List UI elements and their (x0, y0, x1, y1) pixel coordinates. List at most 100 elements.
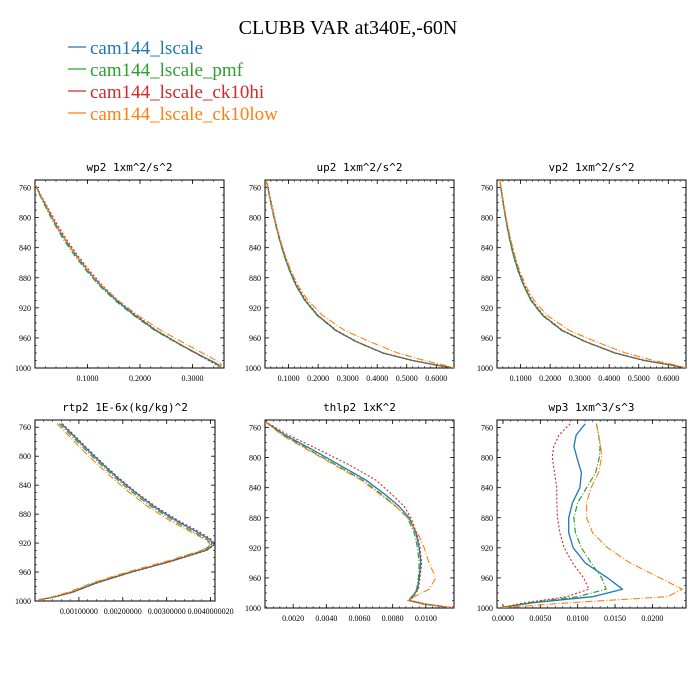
figure-title: CLUBB VAR at340E,-60N (239, 17, 458, 39)
legend-label: cam144_lscale_ck10hi (90, 82, 264, 103)
series-line (39, 423, 213, 601)
plot-frame (34, 419, 216, 602)
x-tick-label: 0.0020 (282, 614, 304, 623)
y-tick-label: 840 (19, 481, 31, 490)
plot-frame (34, 179, 225, 369)
series-group (265, 420, 454, 608)
y-tick-label: 920 (481, 544, 493, 553)
y-tick-label: 960 (19, 568, 31, 577)
x-tick-label: 0.2000 (307, 374, 329, 383)
x-tick-label: 0.0050 (529, 614, 551, 623)
panel-title: wp2 1xm^2/s^2 (86, 161, 172, 174)
series-group (265, 181, 454, 368)
y-tick-label: 840 (19, 244, 31, 253)
series-line (499, 181, 686, 368)
series-line (265, 421, 454, 608)
y-tick-label: 920 (249, 544, 261, 553)
series-line (499, 423, 590, 608)
y-tick-label: 880 (481, 274, 493, 283)
y-tick-label: 880 (19, 274, 31, 283)
x-tick-label: 0.0060 (349, 614, 371, 623)
panels: wp2 1xm^2/s^2 760 800 840 880 920 960 1000 0.100… (15, 161, 687, 623)
x-tick-label: 0.0040 (315, 614, 337, 623)
plot-frame (264, 179, 455, 369)
y-tick-label: 760 (19, 184, 31, 193)
y-tick-label: 760 (481, 424, 493, 433)
y-tick-label: 1000 (245, 604, 261, 613)
y-tick-label: 960 (19, 334, 31, 343)
y-tick-label: 800 (19, 452, 31, 461)
y-tick-label: 920 (481, 304, 493, 313)
series-line (499, 181, 686, 368)
y-tick-label: 800 (481, 454, 493, 463)
series-line (499, 423, 624, 608)
x-tick-label: 0.1000 (278, 374, 300, 383)
series-line (39, 423, 215, 601)
y-tick-label: 960 (249, 574, 261, 583)
series-line (38, 423, 212, 601)
series-group (499, 181, 686, 368)
x-tick-label: 0.00300000 (148, 607, 186, 616)
y-tick-label: 960 (249, 334, 261, 343)
y-tick-label: 840 (481, 244, 493, 253)
series-line (39, 423, 215, 601)
y-tick-label: 800 (19, 214, 31, 223)
legend: cam144_lscale cam144_lscale_pmf cam144_l… (68, 38, 278, 125)
x-tick-label: 0.0100 (415, 614, 437, 623)
plot-frame (264, 419, 455, 609)
x-tick-label: 0.00100000 (60, 607, 98, 616)
panel: thlp2 1xK^2 760 800 840 880 920 960 1000 0.0020 0… (245, 401, 455, 623)
x-tick-label: 0.6000 (657, 374, 679, 383)
series-line (265, 181, 454, 368)
y-tick-label: 800 (481, 214, 493, 223)
y-tick-label: 760 (249, 184, 261, 193)
panel: rtp2 1E-6x(kg/kg)^2 760 800 840 880 920 960 100… (15, 401, 234, 616)
y-tick-label: 840 (249, 484, 261, 493)
x-tick-label: 0.3000 (337, 374, 359, 383)
y-tick-label: 880 (481, 514, 493, 523)
y-tick-label: 800 (249, 454, 261, 463)
series-line (35, 183, 221, 368)
x-tick-label: 0.2000 (129, 374, 151, 383)
series-line (265, 420, 454, 608)
series-line (35, 183, 222, 368)
x-tick-label: 0.0200 (641, 614, 663, 623)
series-line (265, 181, 454, 368)
x-tick-label: 0.1000 (510, 374, 532, 383)
x-tick-label: 0.0080 (382, 614, 404, 623)
y-tick-label: 920 (249, 304, 261, 313)
panel-title: rtp2 1E-6x(kg/kg)^2 (62, 401, 188, 414)
y-tick-label: 920 (19, 304, 31, 313)
series-line (265, 421, 454, 608)
series-line (35, 183, 222, 368)
panel-title: thlp2 1xK^2 (323, 401, 396, 414)
x-tick-label: 0.5000 (628, 374, 650, 383)
series-line (265, 421, 454, 608)
panel: wp3 1xm^3/s^3 760 800 840 880 920 960 10000.000… (477, 401, 687, 623)
series-group (38, 423, 215, 601)
x-tick-label: 0.2000 (539, 374, 561, 383)
panel-title: vp2 1xm^2/s^2 (548, 161, 634, 174)
y-tick-label: 760 (19, 423, 31, 432)
y-tick-label: 880 (249, 514, 261, 523)
plot-frame (496, 419, 687, 609)
series-line (265, 181, 454, 368)
y-tick-label: 1000 (245, 364, 261, 373)
panel-title: wp3 1xm^3/s^3 (548, 401, 634, 414)
y-tick-label: 920 (19, 539, 31, 548)
y-tick-label: 1000 (15, 364, 31, 373)
y-tick-label: 840 (249, 244, 261, 253)
y-tick-label: 880 (19, 510, 31, 519)
series-group (499, 423, 683, 608)
x-tick-label: 0.0150 (604, 614, 626, 623)
panel-title: up2 1xm^2/s^2 (316, 161, 402, 174)
y-tick-label: 960 (481, 334, 493, 343)
panel: vp2 1xm^2/s^2 760 800 840 880 920 960 1000 0.100… (477, 161, 687, 383)
x-tick-label: 0.4000 (598, 374, 620, 383)
y-tick-label: 1000 (15, 597, 31, 606)
series-line (499, 423, 607, 608)
legend-label: cam144_lscale_pmf (90, 60, 244, 81)
x-tick-label: 0.6000 (425, 374, 447, 383)
x-tick-label: 0.3000 (569, 374, 591, 383)
